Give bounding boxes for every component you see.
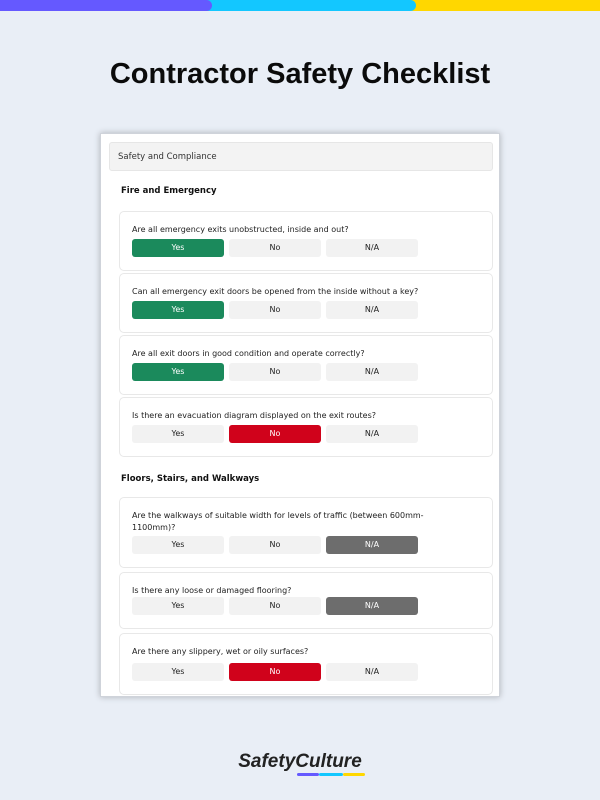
answer-no-button[interactable]: No bbox=[229, 597, 321, 615]
question-text: Is there any loose or damaged flooring? bbox=[132, 586, 292, 595]
answer-yes-button[interactable]: Yes bbox=[132, 363, 224, 381]
safetyculture-logo: SafetyCulture bbox=[238, 751, 362, 772]
answer-no-button[interactable]: No bbox=[229, 239, 321, 257]
answer-no-button[interactable]: No bbox=[229, 425, 321, 443]
answer-na-button[interactable]: N/A bbox=[326, 239, 418, 257]
question-text: Are all emergency exits unobstructed, in… bbox=[132, 225, 349, 234]
question-card: Are there any slippery, wet or oily surf… bbox=[119, 633, 493, 695]
answer-na-button[interactable]: N/A bbox=[326, 536, 418, 554]
question-card: Are all emergency exits unobstructed, in… bbox=[119, 211, 493, 271]
question-card: Are the walkways of suitable width for l… bbox=[119, 497, 493, 568]
question-card: Are all exit doors in good condition and… bbox=[119, 335, 493, 395]
answer-no-button[interactable]: No bbox=[229, 536, 321, 554]
question-card: Can all emergency exit doors be opened f… bbox=[119, 273, 493, 333]
question-text: Are the walkways of suitable width for l… bbox=[132, 511, 424, 532]
question-text: Can all emergency exit doors be opened f… bbox=[132, 287, 419, 296]
question-text: Are there any slippery, wet or oily surf… bbox=[132, 647, 309, 656]
answer-na-button[interactable]: N/A bbox=[326, 597, 418, 615]
page-title: Contractor Safety Checklist bbox=[109, 58, 491, 90]
question-card: Is there any loose or damaged flooring? Y… bbox=[119, 572, 493, 629]
answer-na-button[interactable]: N/A bbox=[326, 301, 418, 319]
answer-no-button[interactable]: No bbox=[229, 301, 321, 319]
answer-yes-button[interactable]: Yes bbox=[132, 597, 224, 615]
question-text: Are all exit doors in good condition and… bbox=[132, 349, 365, 358]
answer-yes-button[interactable]: Yes bbox=[132, 425, 224, 443]
question-text: Is there an evacuation diagram displayed… bbox=[132, 411, 376, 420]
answer-yes-button[interactable]: Yes bbox=[132, 239, 224, 257]
answer-na-button[interactable]: N/A bbox=[326, 425, 418, 443]
answer-no-button[interactable]: No bbox=[229, 363, 321, 381]
section-title: Floors, Stairs, and Walkways bbox=[121, 474, 260, 484]
checklist-form: Safety and Compliance Fire and Emergency… bbox=[100, 133, 500, 697]
answer-na-button[interactable]: N/A bbox=[326, 363, 418, 381]
section-title: Fire and Emergency bbox=[121, 186, 217, 196]
answer-no-button[interactable]: No bbox=[229, 663, 321, 681]
answer-na-button[interactable]: N/A bbox=[326, 663, 418, 681]
question-card: Is there an evacuation diagram displayed… bbox=[119, 397, 493, 457]
form-header: Safety and Compliance bbox=[109, 142, 493, 171]
answer-yes-button[interactable]: Yes bbox=[132, 536, 224, 554]
top-color-bar bbox=[0, 0, 600, 11]
answer-yes-button[interactable]: Yes bbox=[132, 663, 224, 681]
answer-yes-button[interactable]: Yes bbox=[132, 301, 224, 319]
